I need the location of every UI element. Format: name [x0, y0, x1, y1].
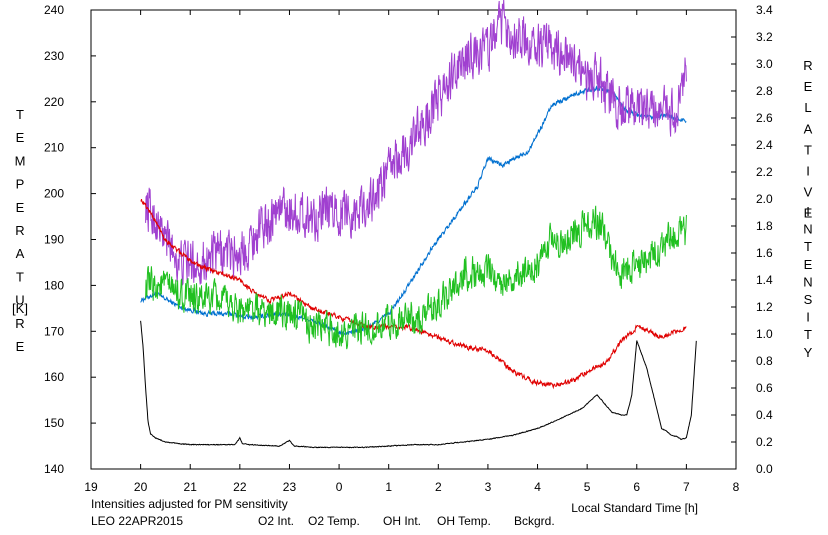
y-left-tick-label: 150	[44, 416, 64, 430]
legend-entry: OH Int.	[383, 514, 421, 528]
x-tick-label: 1	[385, 480, 392, 494]
y-right-label-letter: T	[804, 327, 812, 342]
legend-entry: OH Temp.	[437, 514, 491, 528]
series-line-oh-temp	[145, 205, 687, 350]
y-right-label-letter: A	[804, 121, 813, 136]
y-right-tick-label: 3.4	[756, 3, 773, 17]
y-right-label-letter: T	[804, 142, 812, 157]
y-left-label-letter: T	[16, 107, 24, 122]
y-right-label-letter: L	[804, 100, 811, 115]
y-left-tick-label: 210	[44, 141, 64, 155]
x-tick-label: 4	[534, 480, 541, 494]
y-right-tick-label: 0.4	[756, 408, 773, 422]
y-right-label-letter: I	[806, 204, 810, 219]
y-left-label-letter: A	[16, 246, 25, 261]
plot-area-frame	[90, 9, 737, 470]
y-right-label-letter: E	[804, 257, 813, 272]
y-right-tick-label: 2.2	[756, 165, 773, 179]
y-right-tick-label: 3.0	[756, 57, 773, 71]
x-tick-label: 5	[584, 480, 591, 494]
y-left-label-letter: U	[15, 293, 24, 308]
y-right-label-letter: E	[804, 206, 813, 221]
y-right-label-letter: N	[803, 222, 812, 237]
y-left-tick-label: 140	[44, 462, 64, 476]
y-left-tick-label: 200	[44, 187, 64, 201]
series-line-o2-temp	[145, 0, 687, 287]
y-left-label-letter: E	[16, 200, 25, 215]
y-left-tick-label: 160	[44, 370, 64, 384]
y-left-tick-label: 180	[44, 278, 64, 292]
y-right-label-letter: I	[806, 164, 810, 179]
x-tick-label: 21	[184, 480, 198, 494]
legend-entry: O2 Temp.	[308, 514, 360, 528]
y-right-tick-label: 1.4	[756, 273, 773, 287]
series-line-bckgrd	[140, 320, 697, 449]
y-right-tick-label: 0.2	[756, 435, 773, 449]
x-tick-label: 6	[633, 480, 640, 494]
x-tick-label: 23	[283, 480, 297, 494]
x-axis-label: Local Standard Time [h]	[571, 501, 698, 515]
y-right-tick-label: 2.4	[756, 138, 773, 152]
series-line-o2-int	[140, 85, 687, 337]
y-right-tick-label: 2.0	[756, 192, 773, 206]
legend-entry: O2 Int.	[258, 514, 294, 528]
y-right-tick-label: 1.0	[756, 327, 773, 341]
y-right-tick-label: 0.8	[756, 354, 773, 368]
y-right-label-letter: R	[803, 58, 812, 73]
y-right-tick-label: 1.8	[756, 219, 773, 233]
y-right-tick-label: 0.0	[756, 462, 773, 476]
y-right-label-letter: S	[804, 292, 813, 307]
y-left-label-letter: T	[16, 269, 24, 284]
x-tick-label: 0	[336, 480, 343, 494]
y-right-tick-label: 1.6	[756, 246, 773, 260]
y-left-tick-label: 170	[44, 324, 64, 338]
y-left-unit: [K]	[12, 301, 28, 316]
y-left-label-letter: E	[16, 130, 25, 145]
y-left-tick-label: 230	[44, 49, 64, 63]
x-tick-label: 2	[435, 480, 442, 494]
y-left-tick-label: 240	[44, 3, 64, 17]
y-left-label-letter: M	[15, 153, 26, 168]
y-right-tick-label: 0.6	[756, 381, 773, 395]
y-right-label-letter: N	[803, 274, 812, 289]
y-left-tick-label: 220	[44, 95, 64, 109]
y-right-label-letter: E	[804, 79, 813, 94]
x-tick-label: 19	[84, 480, 98, 494]
x-tick-label: 20	[134, 480, 148, 494]
x-tick-label: 8	[733, 480, 740, 494]
y-right-tick-label: 2.8	[756, 84, 773, 98]
y-right-tick-label: 3.2	[756, 30, 773, 44]
y-left-label-letter: R	[15, 316, 24, 331]
y-left-label-letter: R	[15, 223, 24, 238]
x-tick-label: 22	[233, 480, 247, 494]
x-tick-label: 3	[485, 480, 492, 494]
y-right-label-letter: Y	[804, 345, 813, 360]
x-tick-label: 7	[683, 480, 690, 494]
y-left-label-letter: E	[16, 339, 25, 354]
y-right-tick-label: 2.6	[756, 111, 773, 125]
y-right-label-letter: T	[804, 239, 812, 254]
sensitivity-note: Intensities adjusted for PM sensitivity	[91, 497, 288, 511]
y-left-tick-label: 190	[44, 233, 64, 247]
station-label: LEO 22APR2015	[91, 514, 183, 528]
y-right-label-letter: I	[806, 310, 810, 325]
legend-entry: Bckgrd.	[514, 514, 555, 528]
y-right-label-letter: V	[804, 185, 813, 200]
y-left-label-letter: P	[16, 177, 25, 192]
y-right-tick-label: 1.2	[756, 300, 773, 314]
